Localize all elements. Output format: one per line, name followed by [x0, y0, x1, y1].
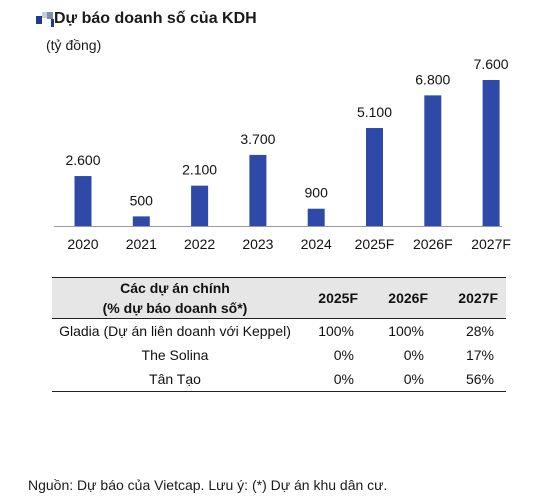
- bar-2025F: [366, 128, 383, 226]
- table-header-project: Các dự án chính (% dự báo doanh số*): [52, 277, 298, 319]
- logo-icon: [8, 9, 54, 29]
- table-cell-2026f: 0%: [403, 347, 424, 363]
- table-cell-2027f: 28%: [465, 323, 494, 339]
- data-label-2021: 500: [130, 192, 154, 208]
- bar-2026F: [424, 95, 442, 226]
- data-label-2026F: 6.800: [415, 71, 450, 87]
- projects-table: Các dự án chính (% dự báo doanh số*) 202…: [52, 277, 506, 392]
- table-cell-2025f: 0%: [333, 347, 354, 363]
- chart-title: Dự báo doanh số của KDH: [54, 10, 257, 27]
- table-header-project-line1: Các dự án chính: [120, 280, 230, 296]
- data-label-2020: 2.600: [65, 152, 100, 168]
- data-label-2023: 3.700: [240, 131, 275, 147]
- bar-2022: [191, 185, 209, 226]
- table-header-project-line2: (% dự báo doanh số*): [102, 300, 248, 316]
- table-cell-2027f: 56%: [436, 367, 506, 392]
- bar-2020: [74, 176, 92, 226]
- data-label-2027F: 7.600: [474, 56, 509, 72]
- bar-2027F: [482, 80, 500, 226]
- data-label-2024: 900: [305, 185, 329, 201]
- table-row: Tân Tạo 0% 0% 56%: [52, 367, 506, 392]
- table-cell-2026f: 100%: [388, 323, 424, 339]
- data-label-2025F: 5.100: [357, 104, 392, 120]
- table-cell-2025f: 100%: [318, 323, 354, 339]
- x-tick-label-2021: 2021: [126, 236, 157, 252]
- table-header-2027f: 2027F: [436, 277, 506, 319]
- data-label-2022: 2.100: [182, 162, 217, 178]
- table-header-2025f: 2025F: [298, 277, 366, 319]
- table-cell-project: The Solina: [141, 347, 209, 363]
- table-cell-2025f: 0%: [298, 367, 366, 392]
- x-tick-label-2024: 2024: [301, 236, 332, 252]
- table-cell-project: Tân Tạo: [52, 367, 298, 392]
- table-row: The Solina 0% 0% 17%: [52, 343, 506, 367]
- header: Dự báo doanh số của KDH: [8, 8, 257, 30]
- x-tick-label-2020: 2020: [67, 236, 98, 252]
- table-cell-2027f: 17%: [465, 347, 494, 363]
- bar-2021: [132, 216, 150, 226]
- table-cell-2026f: 0%: [366, 367, 436, 392]
- x-tick-label-2025F: 2025F: [355, 236, 395, 252]
- table-header-row: Các dự án chính (% dự báo doanh số*) 202…: [52, 277, 506, 319]
- table-cell-project: Gladia (Dự án liên doanh với Keppel): [59, 323, 291, 339]
- bar-2024: [307, 208, 325, 226]
- source-note: Nguồn: Dự báo của Vietcap. Lưu ý: (*) Dự…: [28, 477, 388, 493]
- bar-chart: 2.600 2020 500 2021 2.100 2022 3.700 2023 900 202…: [54, 56, 511, 252]
- unit-label: (tỷ đồng): [46, 37, 102, 53]
- x-tick-label-2026F: 2026F: [413, 236, 453, 252]
- table-row: Gladia (Dự án liên doanh với Keppel) 100…: [52, 319, 506, 344]
- x-tick-label-2027F: 2027F: [471, 236, 511, 252]
- x-tick-label-2022: 2022: [184, 236, 215, 252]
- x-tick-label-2023: 2023: [242, 236, 273, 252]
- table-header-2026f: 2026F: [366, 277, 436, 319]
- bar-2023: [249, 154, 267, 226]
